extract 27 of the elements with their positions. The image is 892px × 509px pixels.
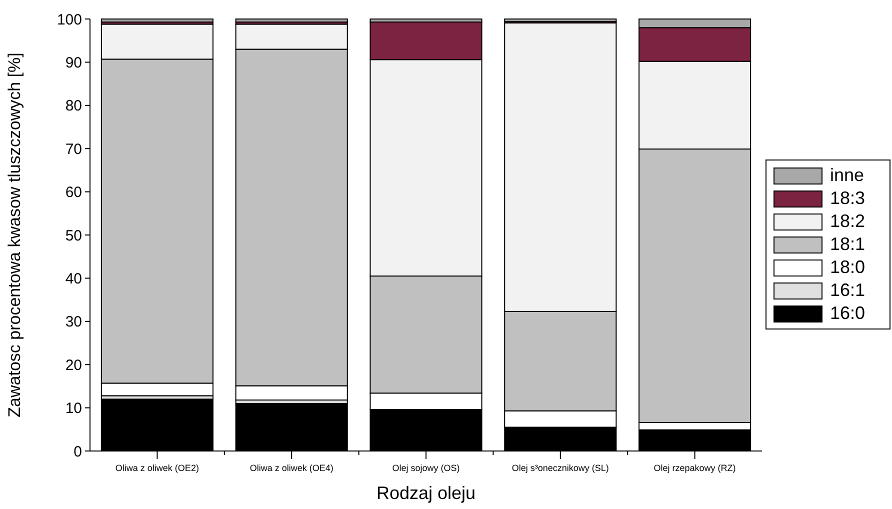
y-tick-label: 50 (65, 227, 82, 244)
y-tick-label: 90 (65, 54, 82, 72)
bar (100, 18, 214, 23)
x-tick-label: Oliwa z oliwek (OE2) (115, 463, 199, 473)
y-tick-label: 80 (65, 98, 82, 115)
legend-label: 18:1 (830, 234, 866, 254)
legend-label: 18:2 (830, 211, 866, 231)
legend-label: 16:1 (830, 280, 866, 300)
y-tick-label: 30 (65, 314, 82, 331)
bar (235, 18, 348, 23)
y-tick-label: 40 (65, 270, 82, 288)
y-axis-title: Zawatosc procentowa kwasow tluszczowych [%] (5, 52, 24, 418)
x-tick-label: Olej sojowy (OS) (392, 463, 460, 473)
y-tick-label: 100 (56, 11, 82, 28)
legend-label: 18:3 (830, 188, 866, 208)
x-tick-label: Olej rzepakowy (RZ) (654, 463, 736, 473)
y-tick-label: 0 (74, 443, 82, 460)
y-tick-label: 70 (65, 140, 82, 158)
legend-label: 18:0 (830, 257, 866, 277)
x-axis-title: Rodzaj oleju (376, 483, 476, 503)
legend-label: 16:0 (830, 303, 866, 323)
x-tick-label: Olej s³onecznikowy (SL) (512, 463, 609, 473)
legend-label: inne (830, 165, 864, 185)
y-tick-label: 60 (65, 184, 82, 202)
y-tick-label: 10 (65, 400, 82, 418)
x-tick-label: Oliwa z oliwek (OE4) (250, 463, 334, 473)
y-tick-label: 20 (65, 356, 82, 374)
